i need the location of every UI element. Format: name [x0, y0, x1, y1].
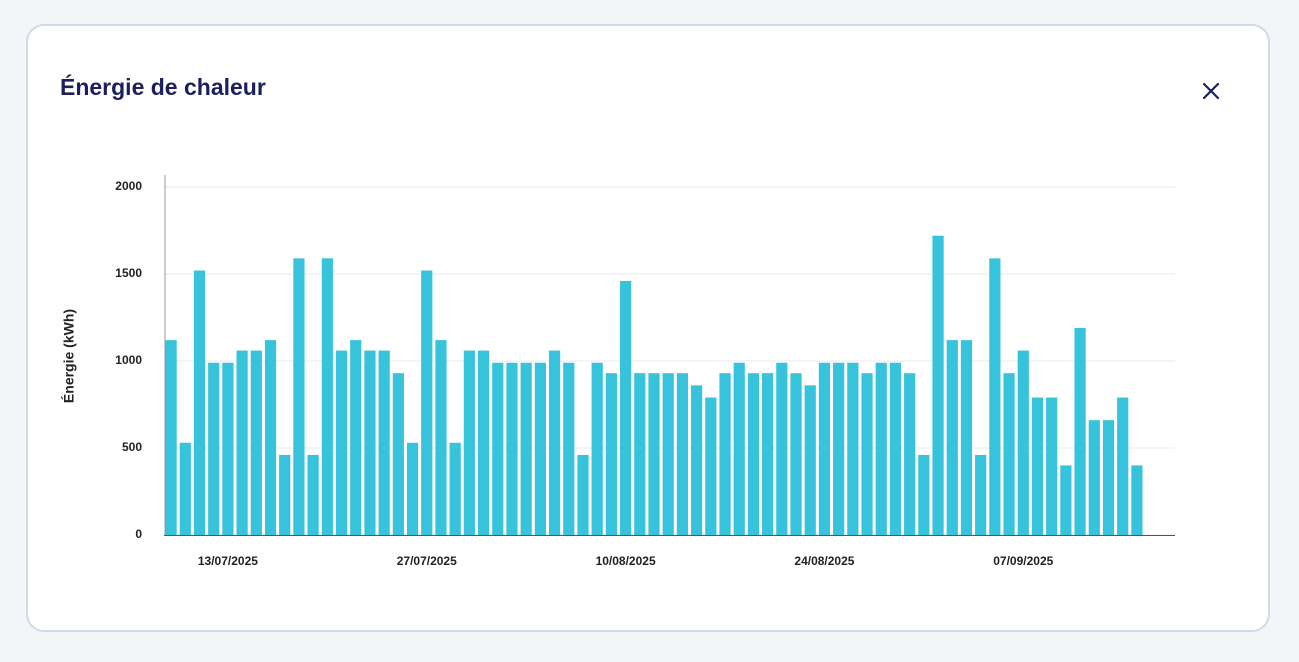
x-tick-label: 07/09/2025 [993, 554, 1053, 568]
bar [463, 350, 475, 535]
bar [705, 397, 717, 535]
dialog-title: Énergie de chaleur [60, 74, 266, 100]
y-tick-label: 2000 [115, 179, 142, 193]
bar [932, 235, 944, 535]
bar [364, 350, 376, 535]
bar [833, 362, 845, 535]
bar [477, 350, 490, 535]
bar [733, 362, 745, 535]
bar [193, 270, 206, 535]
bar [605, 373, 617, 535]
bar [520, 362, 532, 535]
bar [406, 442, 419, 535]
bar [1074, 327, 1086, 535]
bar [449, 442, 461, 535]
y-tick-label: 500 [122, 440, 142, 454]
bar [790, 373, 802, 535]
bar [648, 373, 660, 535]
bar [350, 340, 362, 535]
bar [591, 362, 603, 535]
bar [1102, 420, 1115, 535]
bar [975, 454, 987, 535]
x-tick-label: 27/07/2025 [397, 554, 457, 568]
bar [179, 442, 191, 535]
bar [776, 362, 788, 535]
bar [762, 373, 774, 535]
bar [378, 350, 390, 535]
bar [222, 362, 234, 535]
bar [321, 258, 333, 535]
bar [577, 454, 589, 535]
y-tick-label: 0 [135, 527, 142, 541]
bar [747, 373, 760, 535]
bar [421, 270, 433, 535]
bar [1017, 350, 1029, 535]
bar [1046, 397, 1058, 535]
y-tick-label: 1500 [115, 266, 142, 280]
bar [1088, 420, 1100, 535]
bar [548, 350, 561, 535]
bar [1003, 373, 1015, 535]
bar [1031, 397, 1044, 535]
bar [918, 454, 930, 535]
bar [847, 362, 859, 535]
bar [307, 454, 319, 535]
bar [563, 362, 575, 535]
bar [1117, 397, 1129, 535]
bar [676, 373, 689, 535]
bar [946, 340, 958, 535]
bar [989, 258, 1001, 535]
bar [264, 340, 277, 535]
bar [392, 373, 404, 535]
bar [506, 362, 518, 535]
bar [534, 362, 546, 535]
bar [875, 362, 887, 535]
bar [236, 350, 248, 535]
x-tick-label: 24/08/2025 [794, 554, 854, 568]
bar [279, 454, 291, 535]
bar [904, 373, 916, 535]
x-tick-label: 13/07/2025 [198, 554, 258, 568]
x-tick-label: 10/08/2025 [596, 554, 656, 568]
bar [861, 373, 873, 535]
bar [889, 362, 902, 535]
bar [804, 385, 816, 535]
bar [492, 362, 504, 535]
bar [165, 340, 177, 535]
bar [435, 340, 447, 535]
bar [1060, 465, 1072, 535]
bar [818, 362, 831, 535]
bar [293, 258, 305, 535]
bar [719, 373, 731, 535]
y-tick-label: 1000 [115, 353, 142, 367]
y-axis-label: Énergie (kWh) [61, 309, 77, 403]
bar [208, 362, 220, 535]
bar [662, 373, 674, 535]
bar [335, 350, 348, 535]
bar [250, 350, 262, 535]
bar [691, 385, 703, 535]
bar [634, 373, 646, 535]
bar [960, 340, 973, 535]
bar [1131, 465, 1143, 535]
close-button[interactable] [1196, 76, 1226, 106]
bar [619, 280, 632, 535]
